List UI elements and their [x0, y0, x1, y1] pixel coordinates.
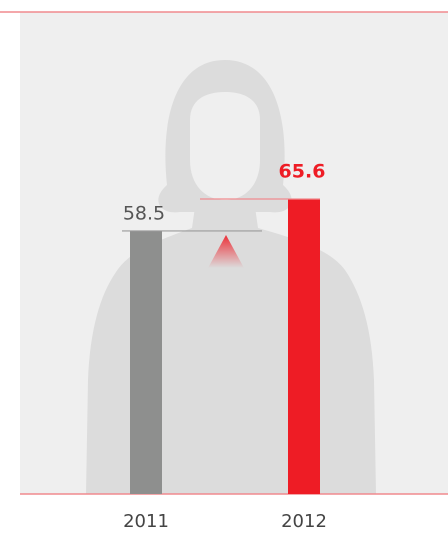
bar: [288, 199, 320, 494]
x-tick-label: 2012: [281, 511, 327, 532]
value-label: 58.5: [123, 202, 165, 224]
bar: [130, 230, 162, 495]
x-tick-label: 2011: [123, 511, 169, 532]
face: [190, 92, 260, 200]
value-label: 65.6: [279, 161, 326, 183]
increase-arrow: [208, 235, 244, 268]
